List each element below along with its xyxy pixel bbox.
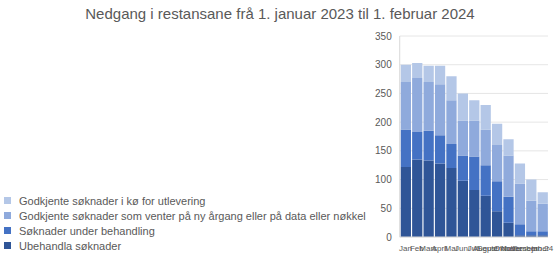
- svg-text:150: 150: [375, 145, 392, 156]
- svg-text:300: 300: [375, 59, 392, 70]
- svg-text:Mai: Mai: [444, 243, 458, 253]
- svg-text:0: 0: [386, 232, 392, 243]
- svg-text:Feb: Feb: [409, 243, 424, 253]
- html-text:Nedgang i restansane frå 1. ja: Nedgang i restansane frå 1. januar 2023 …: [85, 5, 475, 22]
- svg-text:350: 350: [375, 31, 392, 42]
- svg-text:April: April: [431, 243, 448, 253]
- html-text:Søknader under behandling: Søknader under behandling: [19, 224, 155, 237]
- svg-text:Juni: Juni: [455, 243, 470, 253]
- svg-text:200: 200: [375, 117, 392, 128]
- html-text:Ubehandla søknader: Ubehandla søknader: [19, 239, 122, 252]
- html-text:Godkjente søknader i kø for ut: Godkjente søknader i kø for utlevering: [19, 194, 206, 207]
- svg-text:Jan: Jan: [399, 243, 412, 253]
- html-text:Godkjente søknader som venter: Godkjente søknader som venter på ny årga…: [19, 209, 366, 222]
- svg-text:100: 100: [375, 174, 392, 185]
- svg-text:Mars: Mars: [419, 243, 438, 253]
- svg-text:250: 250: [375, 88, 392, 99]
- svg-text:50: 50: [381, 203, 393, 214]
- svg-text:jan.24: jan.24: [530, 244, 552, 253]
